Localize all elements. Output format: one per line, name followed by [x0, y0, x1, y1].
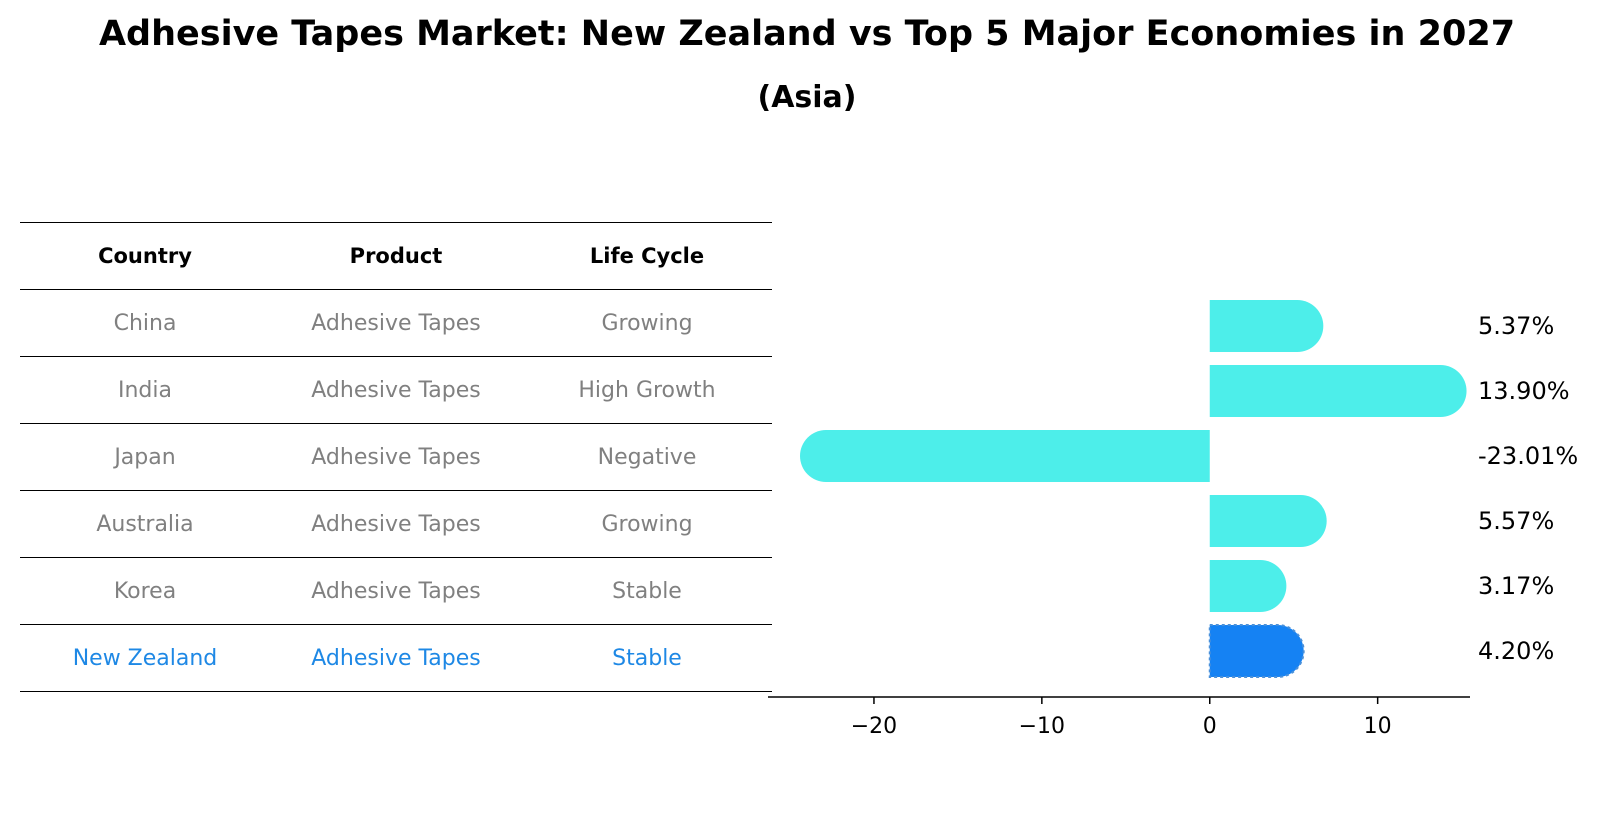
data-table: Country Product Life Cycle China Adhesiv…: [20, 222, 772, 692]
cell-product: Adhesive Tapes: [311, 645, 481, 671]
cell-life-cycle: Growing: [601, 511, 693, 537]
bar-korea: [1209, 560, 1287, 612]
cell-life-cycle: Stable: [612, 645, 682, 671]
bar-new-zealand: [1208, 624, 1305, 678]
table-row: Australia Adhesive Tapes Growing: [20, 491, 772, 558]
x-tick-label: −10: [1019, 714, 1065, 739]
table-row: India Adhesive Tapes High Growth: [20, 357, 772, 424]
chart-subtitle: (Asia): [757, 80, 857, 115]
cell-country: China: [113, 310, 177, 336]
cell-product: Adhesive Tapes: [311, 310, 481, 336]
value-label: 5.57%: [1478, 507, 1554, 535]
x-tick-label: 10: [1364, 714, 1392, 739]
cell-product: Adhesive Tapes: [311, 444, 481, 470]
chart-title: Adhesive Tapes Market: New Zealand vs To…: [98, 14, 1516, 54]
table-row: Korea Adhesive Tapes Stable: [20, 558, 772, 625]
table-row-highlighted: New Zealand Adhesive Tapes Stable: [20, 625, 772, 692]
value-label: 4.20%: [1478, 637, 1554, 665]
bar-japan: [800, 430, 1210, 482]
value-label: 3.17%: [1478, 572, 1554, 600]
bar-china: [1209, 300, 1324, 352]
cell-country: Australia: [96, 511, 194, 537]
table-header-row: Country Product Life Cycle: [20, 223, 772, 290]
cell-product: Adhesive Tapes: [311, 511, 481, 537]
cell-life-cycle: Stable: [612, 578, 682, 604]
header-product: Product: [349, 244, 443, 268]
value-label: -23.01%: [1478, 442, 1578, 470]
header-life-cycle: Life Cycle: [589, 244, 705, 268]
bar-chart: 5.37% 13.90% -23.01% 5.57% 3.17% 4.20% −20 −10 0…: [768, 300, 1578, 739]
cell-product: Adhesive Tapes: [311, 578, 481, 604]
cell-country: Korea: [113, 578, 177, 604]
x-tick-label: 0: [1203, 714, 1217, 739]
value-label: 13.90%: [1478, 377, 1570, 405]
cell-life-cycle: Growing: [601, 310, 693, 336]
cell-country: India: [118, 377, 172, 403]
table-row: Japan Adhesive Tapes Negative: [20, 424, 772, 491]
x-tick-label: −20: [851, 714, 897, 739]
cell-country: New Zealand: [72, 645, 218, 671]
value-label: 5.37%: [1478, 312, 1554, 340]
bar-australia: [1209, 495, 1327, 547]
table-row: China Adhesive Tapes Growing: [20, 290, 772, 357]
cell-country: Japan: [114, 444, 176, 470]
cell-product: Adhesive Tapes: [311, 377, 481, 403]
bar-india: [1209, 365, 1467, 417]
header-country: Country: [98, 244, 192, 268]
cell-life-cycle: Negative: [597, 444, 697, 470]
cell-life-cycle: High Growth: [578, 377, 716, 403]
